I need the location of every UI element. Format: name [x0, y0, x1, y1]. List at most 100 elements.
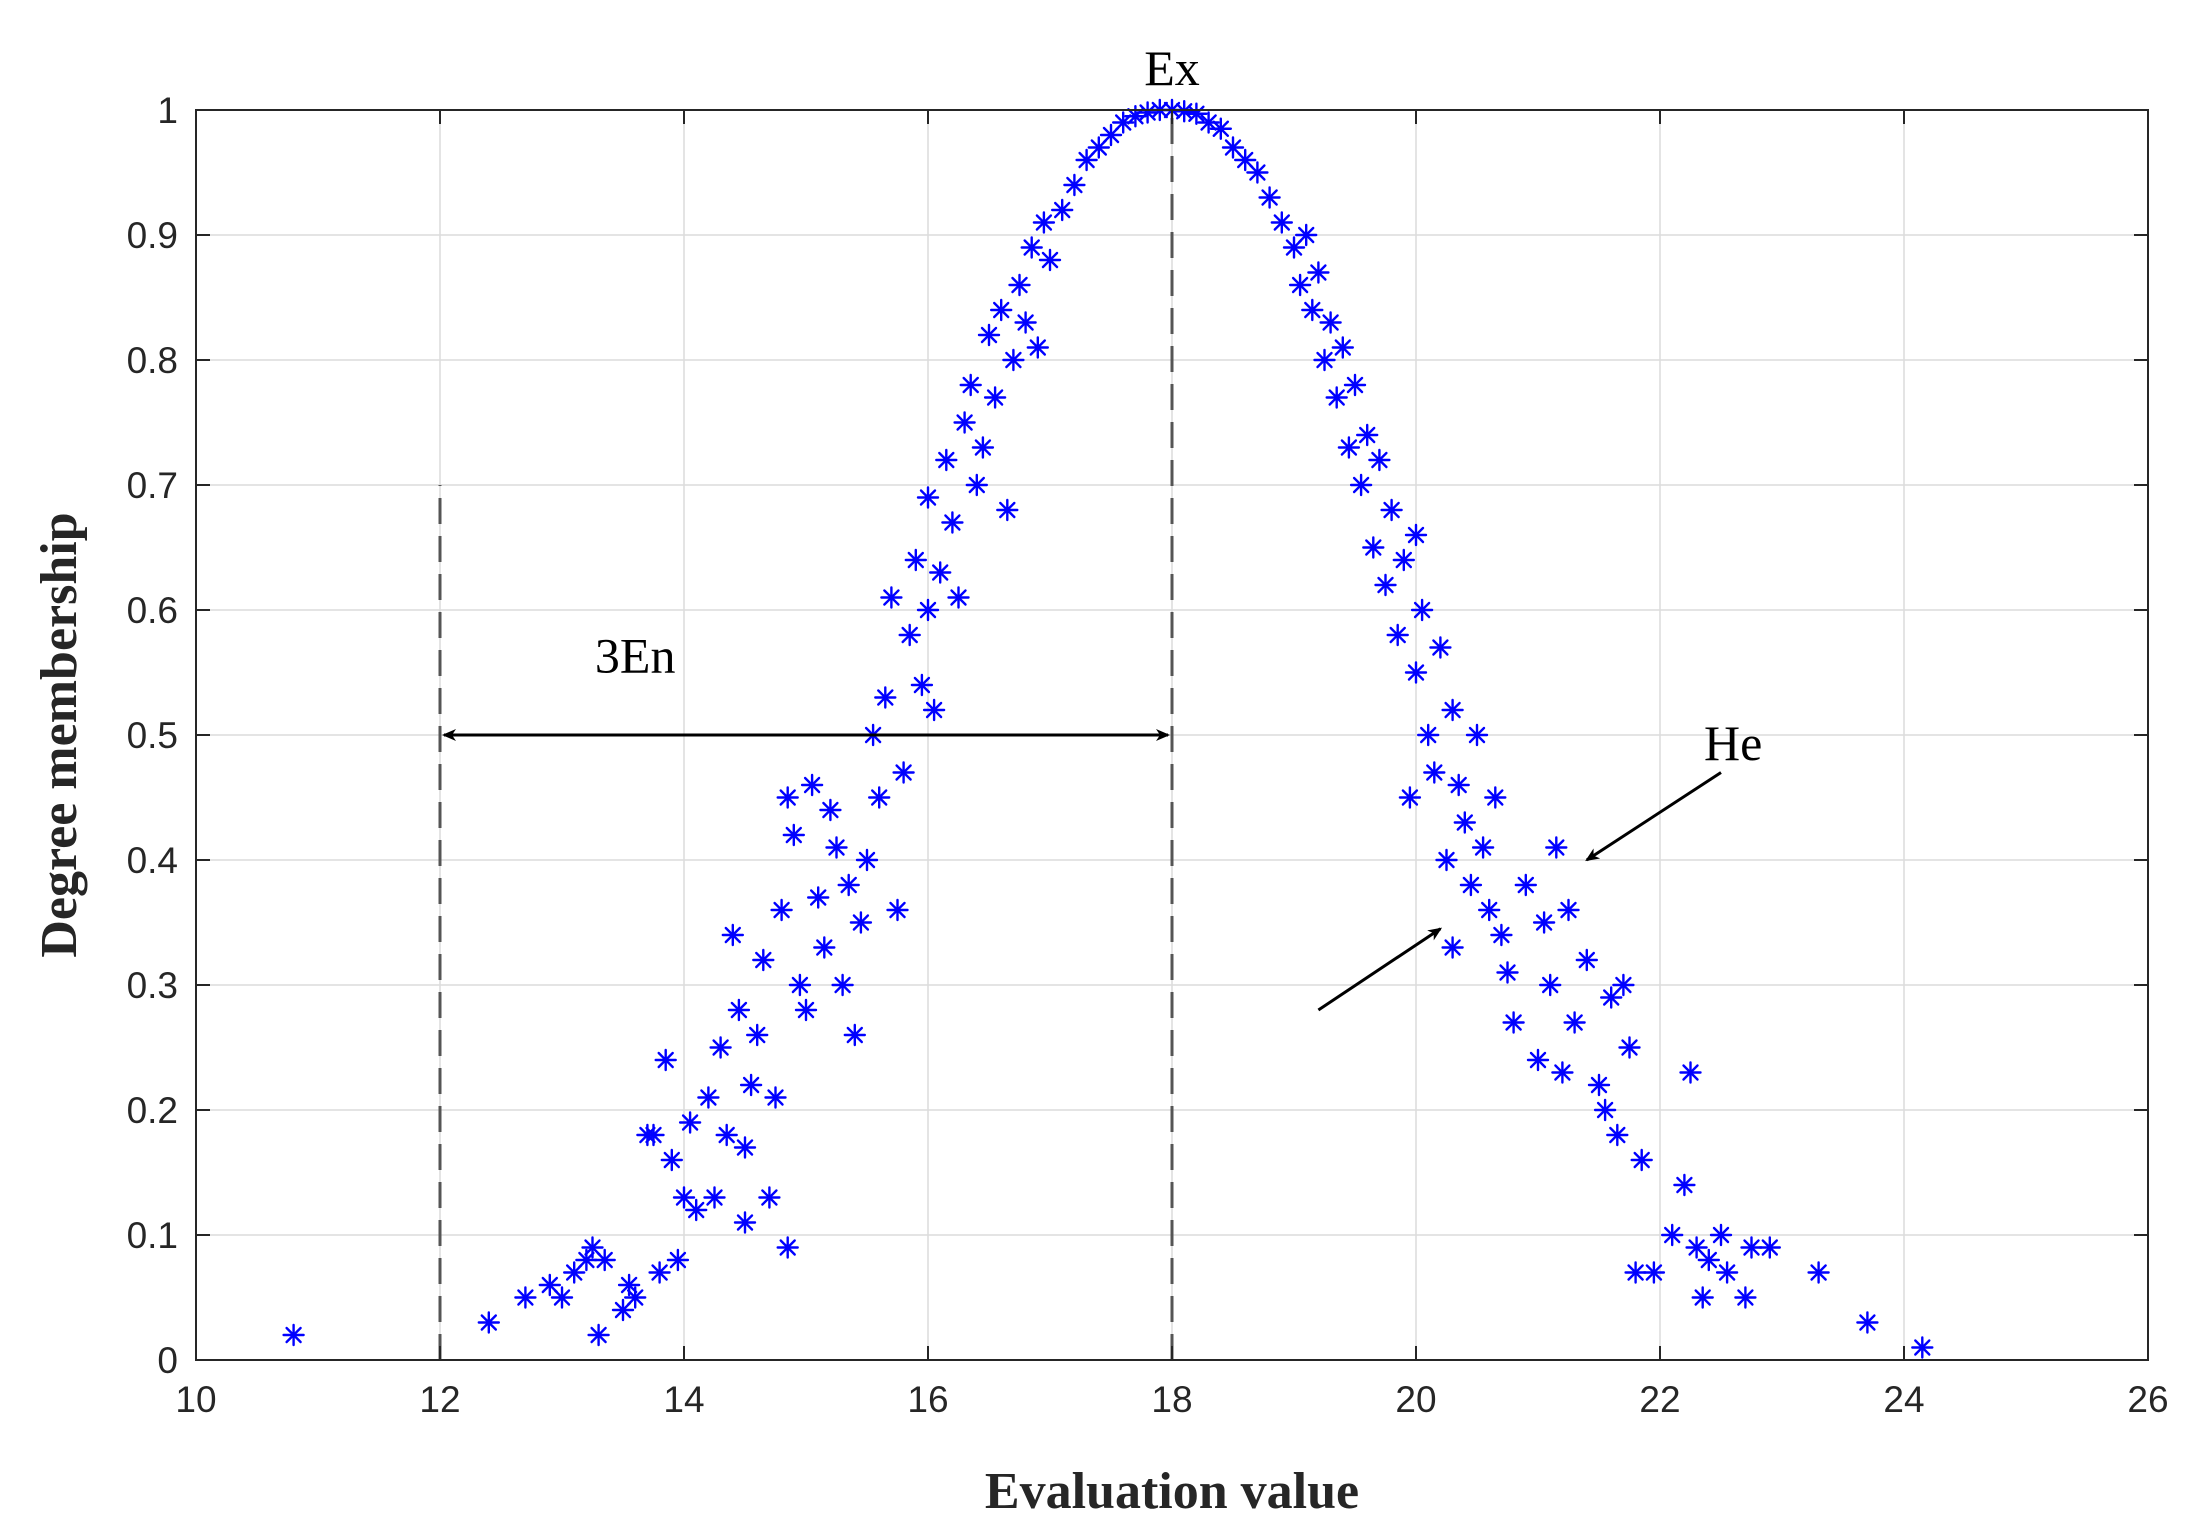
data-point — [1008, 273, 1031, 297]
data-point — [752, 948, 775, 972]
data-point — [764, 1086, 787, 1109]
data-point — [1514, 873, 1538, 897]
data-point — [1063, 173, 1086, 197]
scatter-points — [282, 98, 1934, 1359]
data-point — [1020, 236, 1043, 259]
data-point — [477, 1311, 500, 1334]
y-tick-label: 0.5 — [127, 715, 178, 756]
data-point — [971, 436, 995, 459]
data-point — [1660, 1223, 1684, 1247]
data-point — [1807, 1261, 1830, 1284]
data-point — [1325, 386, 1348, 409]
data-point — [819, 798, 842, 822]
y-tick-label: 0.7 — [127, 465, 178, 506]
data-point — [782, 823, 805, 847]
data-point — [642, 1123, 665, 1147]
data-point — [1447, 773, 1470, 797]
y-tick-label: 0.3 — [127, 965, 178, 1006]
data-point — [959, 373, 982, 397]
data-point — [1911, 1336, 1934, 1359]
data-point — [1459, 873, 1483, 897]
data-point — [1404, 523, 1428, 547]
data-point — [685, 1198, 708, 1222]
data-point — [1465, 723, 1489, 747]
data-point — [1002, 348, 1025, 372]
data-point — [1484, 786, 1507, 809]
y-axis-label: Degree membership — [31, 512, 88, 957]
data-point — [990, 298, 1013, 322]
data-point — [1587, 1073, 1611, 1097]
annotation-3en-label: 3En — [595, 628, 676, 684]
data-point — [1319, 311, 1342, 334]
data-point — [868, 786, 891, 809]
pointer-arrow — [1585, 771, 1722, 862]
data-point — [709, 1036, 732, 1059]
data-point — [1691, 1286, 1714, 1309]
data-point — [1038, 248, 1062, 272]
data-point — [1026, 336, 1050, 359]
data-point — [1331, 336, 1355, 359]
annotations: Ex 3En He — [442, 40, 1762, 1012]
x-tick-label: 12 — [419, 1379, 460, 1420]
data-point — [1673, 1173, 1696, 1197]
data-point — [666, 1248, 690, 1272]
data-point — [739, 1073, 763, 1097]
data-point — [1349, 473, 1373, 497]
data-point — [1557, 898, 1580, 922]
data-point — [1307, 261, 1330, 284]
x-tick-label: 22 — [1639, 1379, 1680, 1420]
data-point — [1441, 698, 1464, 722]
data-point — [1526, 1048, 1550, 1072]
y-tick-label: 0.9 — [127, 215, 178, 256]
data-point — [587, 1323, 610, 1347]
data-point — [733, 1211, 757, 1234]
data-point — [1630, 1148, 1653, 1172]
data-point — [1386, 623, 1409, 647]
data-point — [1709, 1223, 1733, 1247]
data-point — [1532, 911, 1556, 934]
data-point — [886, 898, 909, 922]
data-point — [807, 886, 830, 909]
data-point — [1404, 661, 1428, 684]
data-point — [880, 586, 903, 609]
data-point — [617, 1273, 641, 1297]
y-tick-label: 1 — [157, 90, 178, 131]
data-point — [678, 1111, 702, 1134]
data-point — [898, 623, 921, 647]
data-point — [1374, 573, 1397, 597]
data-point — [733, 1136, 757, 1159]
data-point — [697, 1086, 720, 1109]
data-point — [1538, 973, 1562, 997]
data-point — [947, 586, 970, 609]
data-point — [849, 911, 873, 934]
data-point — [660, 1148, 683, 1172]
data-point — [1362, 536, 1385, 559]
data-point — [703, 1186, 726, 1209]
data-point — [813, 936, 836, 959]
data-point — [800, 773, 824, 797]
data-point — [1545, 836, 1568, 859]
data-point — [1410, 598, 1434, 622]
data-point — [855, 848, 879, 872]
data-point — [1575, 948, 1599, 972]
annotation-he-label: He — [1704, 715, 1762, 771]
data-point — [715, 1123, 738, 1147]
data-point — [1856, 1311, 1879, 1334]
data-point — [624, 1286, 647, 1309]
y-tick-label: 0.8 — [127, 340, 178, 381]
annotation-ex-label: Ex — [1144, 40, 1200, 96]
data-point — [1618, 1036, 1641, 1059]
x-tick-label: 24 — [1883, 1379, 1924, 1420]
data-point — [1606, 1123, 1629, 1147]
data-point — [1368, 448, 1391, 472]
data-point — [996, 498, 1019, 522]
x-tick-label: 14 — [663, 1379, 704, 1420]
data-point — [1697, 1248, 1721, 1272]
data-point — [1392, 548, 1416, 572]
data-point — [1209, 117, 1233, 140]
data-point — [916, 486, 940, 509]
data-point — [1496, 961, 1519, 984]
data-point — [910, 673, 934, 697]
data-point — [1453, 811, 1477, 834]
